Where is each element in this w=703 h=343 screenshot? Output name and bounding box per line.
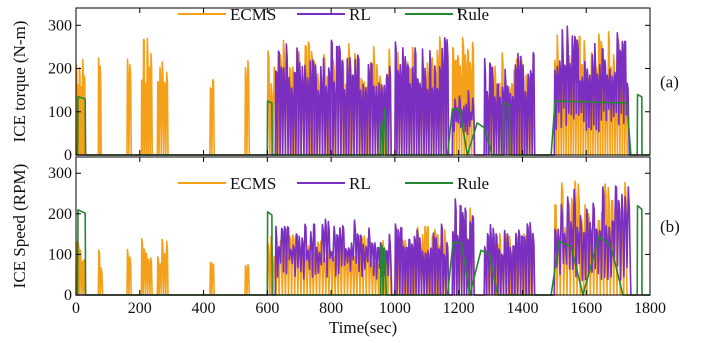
y-tick-label: 0 <box>64 147 72 164</box>
x-tick-label: 1200 <box>443 300 475 317</box>
panel-b-series-lines <box>75 180 650 296</box>
panel-a-series-lines <box>75 25 650 156</box>
x-tick-label: 1800 <box>634 300 666 317</box>
panel-b-y-axis-title: ICE Speed (RPM) <box>10 164 29 289</box>
y-tick-label: 300 <box>48 165 72 182</box>
x-tick-label: 200 <box>128 300 152 317</box>
series-line-rule <box>76 93 650 156</box>
panel-a-label: (a) <box>660 73 679 92</box>
panel-b-speed: 0 100 200 300 0 200 400 600 800 1000 1200 1400 1600 1… <box>10 156 680 337</box>
x-tick-label: 1400 <box>506 300 538 317</box>
panel-a-axis-ticks: 0 100 200 300 <box>48 8 651 164</box>
panel-b-legend: ECMS RL Rule <box>178 174 489 193</box>
panel-a-torque: 0 100 200 300 ICE torque (N-m) (a) ECMS RL Ru… <box>10 5 679 164</box>
panel-b-axis-ticks: 0 100 200 300 0 200 400 600 800 1000 1200 1400 1600 1… <box>48 157 666 317</box>
legend-label-rule: Rule <box>457 174 489 193</box>
panel-b-x-axis-title: Time(sec) <box>329 318 397 337</box>
y-tick-label: 200 <box>48 206 72 223</box>
legend-label-rl: RL <box>349 174 371 193</box>
x-tick-label: 1000 <box>379 300 411 317</box>
legend-label-ecms: ECMS <box>230 174 276 193</box>
y-tick-label: 200 <box>48 61 72 78</box>
panel-a-y-axis-title: ICE torque (N-m) <box>10 21 29 143</box>
x-tick-label: 600 <box>255 300 279 317</box>
y-tick-label: 0 <box>64 287 72 304</box>
x-tick-label: 0 <box>72 300 80 317</box>
panel-a-legend: ECMS RL Rule <box>178 5 489 24</box>
panel-a-plot-frame <box>75 7 651 156</box>
legend-label-rl: RL <box>349 5 371 24</box>
panel-b-label: (b) <box>660 217 680 236</box>
y-tick-label: 100 <box>48 246 72 263</box>
x-tick-label: 1600 <box>570 300 602 317</box>
y-tick-label: 100 <box>48 104 72 121</box>
legend-label-rule: Rule <box>457 5 489 24</box>
x-tick-label: 800 <box>319 300 343 317</box>
legend-label-ecms: ECMS <box>230 5 276 24</box>
panel-b-plot-frame <box>75 156 651 296</box>
series-line-rule <box>76 204 650 296</box>
series-line-rl <box>76 185 650 296</box>
x-tick-label: 400 <box>192 300 216 317</box>
y-tick-label: 300 <box>48 17 72 34</box>
